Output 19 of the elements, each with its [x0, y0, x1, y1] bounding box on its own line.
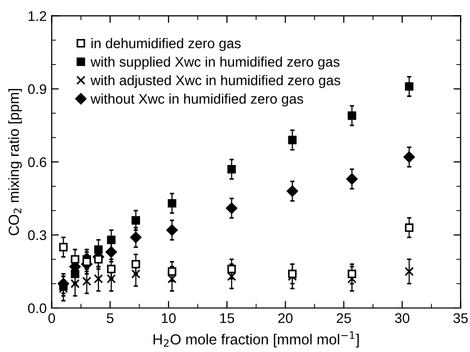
y-tick-label: 0.0: [28, 303, 46, 314]
y-tick-label: 0.9: [28, 84, 46, 94]
y-tick-label: 1.2: [28, 11, 46, 21]
legend-label: in dehumidified zero gas: [92, 38, 241, 52]
legend-label: with supplied Xwc in humidified zero gas: [90, 56, 340, 70]
y-axis-title: CO$_{2}$ mixing ratio [ppm]: [8, 88, 22, 236]
x-tick-label: 20: [278, 313, 293, 324]
legend-label: with adjusted Xwc in humidified zero gas: [90, 75, 340, 88]
x-tick-label: 0: [48, 313, 56, 324]
y-tick-label: 0.3: [28, 230, 46, 240]
x-axis-title: H$_{2}$O mole fraction [mmol mol$^{−1}$]: [154, 331, 359, 348]
x-tick-label: 35: [453, 313, 468, 324]
x-tick-label: 30: [394, 313, 410, 324]
x-tick-label: 5: [106, 313, 114, 324]
x-tick-label: 10: [162, 313, 176, 324]
y-tick-label: 0.6: [28, 157, 46, 168]
x-tick-label: 15: [220, 313, 234, 324]
legend-label: without Xwc in humidified zero gas: [90, 94, 304, 107]
x-tick-label: 25: [336, 313, 351, 324]
